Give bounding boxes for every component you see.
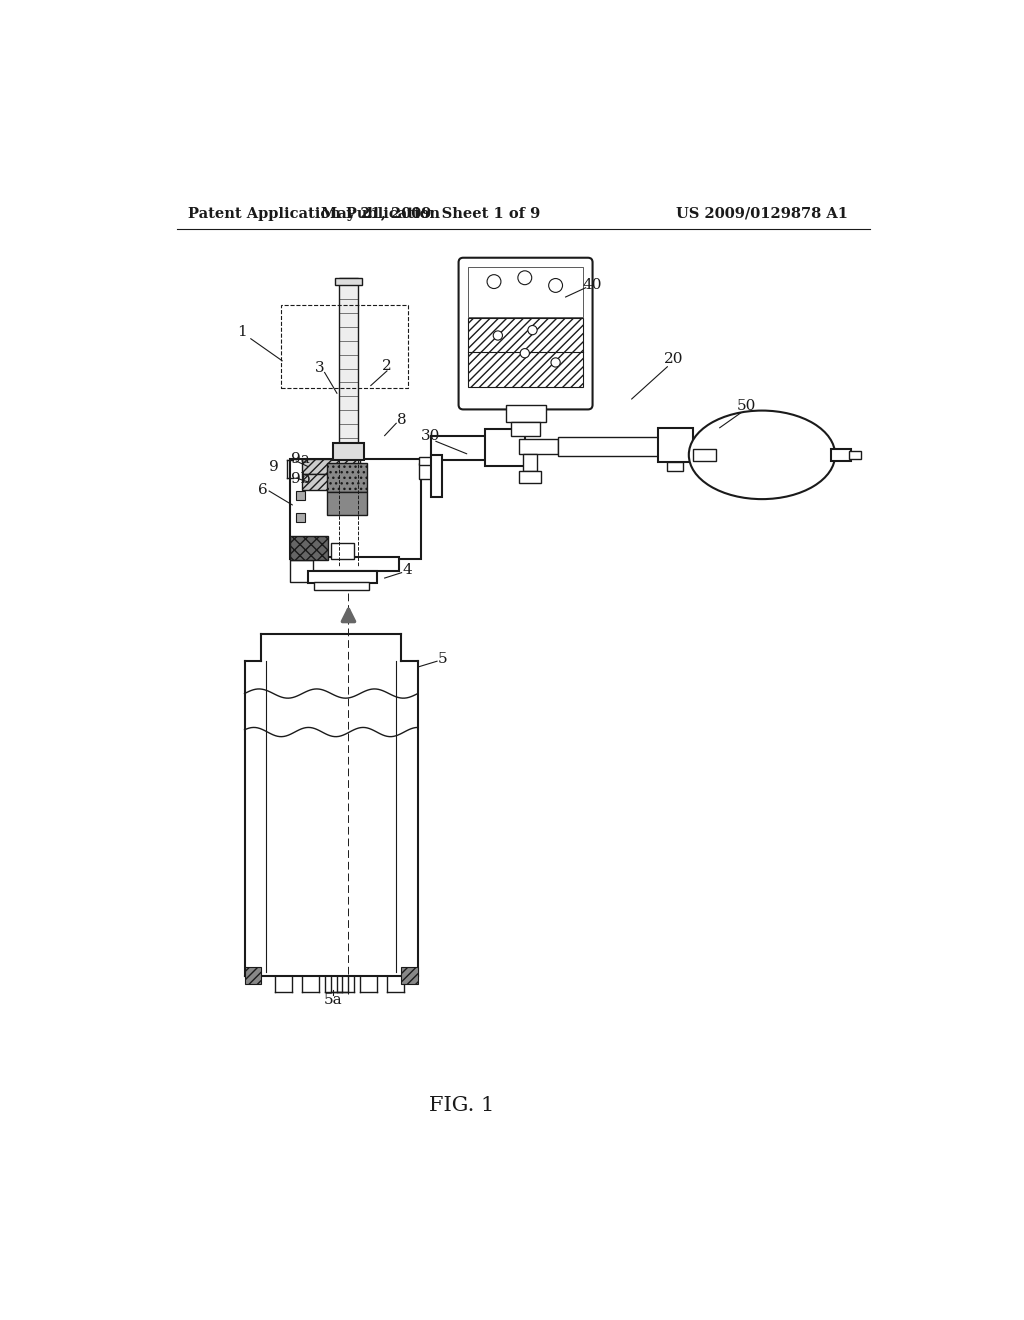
FancyBboxPatch shape: [459, 257, 593, 409]
Bar: [290, 536, 329, 561]
Bar: [668, 462, 683, 471]
Bar: [331, 544, 354, 558]
Bar: [307, 572, 377, 583]
Bar: [431, 455, 442, 498]
Bar: [302, 459, 360, 474]
Text: 6: 6: [258, 483, 268, 496]
Circle shape: [487, 275, 501, 289]
Text: 9b: 9b: [292, 471, 311, 486]
Bar: [468, 318, 584, 387]
Bar: [313, 582, 370, 590]
Bar: [468, 267, 584, 317]
Circle shape: [520, 348, 529, 358]
Circle shape: [528, 326, 538, 335]
Text: 2: 2: [382, 359, 392, 374]
Text: 30: 30: [421, 429, 440, 442]
Text: 40: 40: [583, 279, 602, 293]
Bar: [506, 405, 546, 422]
Bar: [484, 429, 524, 466]
Circle shape: [518, 271, 531, 285]
Bar: [296, 512, 305, 521]
Bar: [327, 492, 367, 515]
Bar: [658, 428, 692, 462]
Text: 1: 1: [238, 325, 247, 339]
Text: 8: 8: [396, 413, 407, 428]
Bar: [281, 305, 408, 388]
Bar: [333, 444, 364, 461]
Text: 4: 4: [402, 564, 413, 577]
Bar: [831, 449, 851, 461]
Bar: [339, 277, 357, 447]
Text: 9: 9: [269, 461, 280, 474]
Text: 3: 3: [314, 360, 324, 375]
Bar: [419, 462, 435, 479]
Bar: [849, 451, 860, 459]
Circle shape: [551, 358, 560, 367]
Bar: [692, 449, 716, 461]
Ellipse shape: [689, 411, 836, 499]
Circle shape: [494, 331, 503, 341]
Bar: [327, 462, 367, 492]
Text: 5a: 5a: [324, 993, 342, 1007]
Text: 9a: 9a: [292, 453, 310, 466]
Text: US 2009/0129878 A1: US 2009/0129878 A1: [676, 207, 848, 220]
Text: Patent Application Publication: Patent Application Publication: [188, 207, 440, 220]
Bar: [290, 561, 313, 582]
Text: 50: 50: [737, 400, 757, 413]
Bar: [302, 474, 360, 490]
Text: FIG. 1: FIG. 1: [429, 1096, 495, 1115]
Bar: [519, 438, 558, 454]
Bar: [296, 491, 305, 500]
Bar: [519, 471, 541, 483]
Bar: [245, 966, 261, 983]
Bar: [511, 422, 541, 436]
Bar: [336, 277, 361, 285]
Bar: [298, 557, 398, 572]
Circle shape: [549, 279, 562, 293]
Bar: [419, 457, 435, 465]
Bar: [523, 454, 538, 471]
Text: 20: 20: [664, 351, 683, 366]
Bar: [431, 436, 493, 461]
Bar: [558, 437, 662, 455]
Text: 5: 5: [437, 652, 447, 665]
Text: May 21, 2009  Sheet 1 of 9: May 21, 2009 Sheet 1 of 9: [322, 207, 541, 220]
Bar: [400, 966, 418, 983]
Bar: [290, 459, 421, 558]
